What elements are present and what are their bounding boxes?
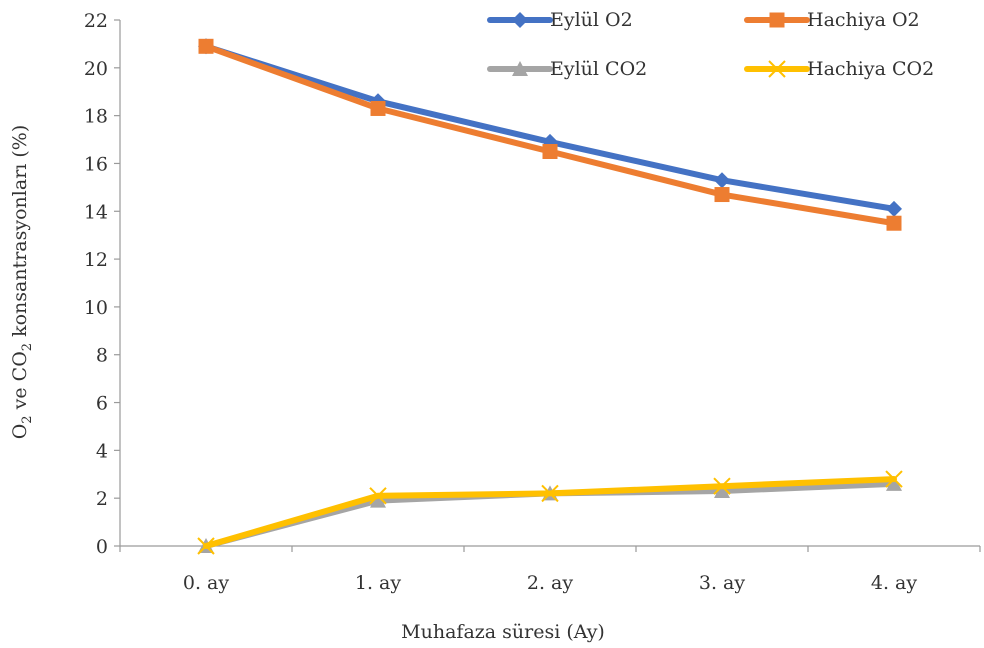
legend-item: Hachiya O2: [744, 9, 920, 31]
y-axis-title: O2 ve CO2 konsantrasyonları (%): [9, 125, 35, 440]
y-tick-label: 16: [84, 153, 108, 175]
legend-label: Hachiya CO2: [807, 58, 934, 80]
y-tick-label: 4: [96, 440, 108, 462]
legend-swatch-marker: [768, 60, 786, 78]
data-point: [369, 487, 387, 505]
x-tick-label: 2. ay: [527, 572, 573, 594]
data-point: [197, 537, 215, 555]
legend-label: Eylül CO2: [550, 58, 647, 80]
data-point: [886, 215, 902, 231]
series-hachiya-co2: [197, 470, 903, 555]
data-point: [542, 144, 558, 159]
x-tick-label: 1. ay: [355, 572, 401, 594]
y-tick-label: 0: [96, 536, 108, 558]
axes: 0 2 4 6 8 10 12 14 16 18 20 22 0. ay 1. ay 2. ay 3. ay 4…: [84, 10, 981, 594]
legend-swatch-marker: [512, 12, 528, 28]
x-axis-title: Muhafaza süresi (Ay): [401, 621, 605, 643]
x-tick-label: 3. ay: [699, 572, 745, 594]
data-point: [886, 475, 902, 491]
marker-stroke: [541, 484, 559, 503]
series-hachiya-o2: [198, 38, 902, 231]
legend-item: Eylül CO2: [487, 58, 647, 80]
data-point: [370, 492, 386, 508]
y-tick-label: 14: [84, 201, 108, 223]
legend-label: Hachiya O2: [807, 9, 920, 31]
y-tick-label: 20: [84, 58, 108, 80]
marker-stroke: [768, 60, 786, 78]
x-tick-label: 4. ay: [871, 572, 917, 594]
series-lines: [197, 38, 903, 555]
data-point: [886, 200, 902, 217]
legend-item: Hachiya CO2: [744, 58, 934, 80]
y-axis-title-subscript: 2: [20, 415, 35, 423]
data-point: [714, 483, 730, 499]
y-tick-label: 22: [84, 10, 108, 32]
data-point: [370, 100, 386, 116]
data-point: [714, 172, 730, 189]
data-point: [714, 187, 730, 203]
data-point: [713, 477, 731, 495]
marker-stroke: [713, 477, 731, 495]
y-tick-label: 18: [84, 106, 108, 128]
data-point: [885, 470, 903, 488]
legend-label: Eylül O2: [550, 9, 633, 31]
data-point: [198, 38, 214, 54]
y-tick-label: 12: [84, 249, 108, 271]
y-axis-title-subscript: 2: [20, 343, 35, 351]
y-tick-label: 8: [96, 345, 108, 367]
y-tick-label: 2: [96, 488, 108, 510]
data-point: [541, 484, 559, 503]
legend-swatch-marker: [512, 61, 528, 76]
legend-swatch-marker: [769, 12, 785, 28]
y-axis-title-part: O: [9, 424, 31, 440]
legend-item: Eylül O2: [487, 9, 633, 31]
y-axis-title-part: konsantrasyonları (%): [9, 125, 31, 343]
marker-stroke: [885, 470, 903, 488]
y-tick-label: 10: [84, 297, 108, 319]
legend: Eylül O2 Hachiya O2 Eylül CO2 Hachiya CO2: [487, 9, 934, 80]
x-tick-label: 0. ay: [183, 572, 229, 594]
marker-stroke: [369, 487, 387, 505]
marker-stroke: [197, 537, 215, 555]
y-axis-title-part: ve CO: [9, 351, 31, 415]
y-tick-label: 6: [96, 393, 108, 415]
